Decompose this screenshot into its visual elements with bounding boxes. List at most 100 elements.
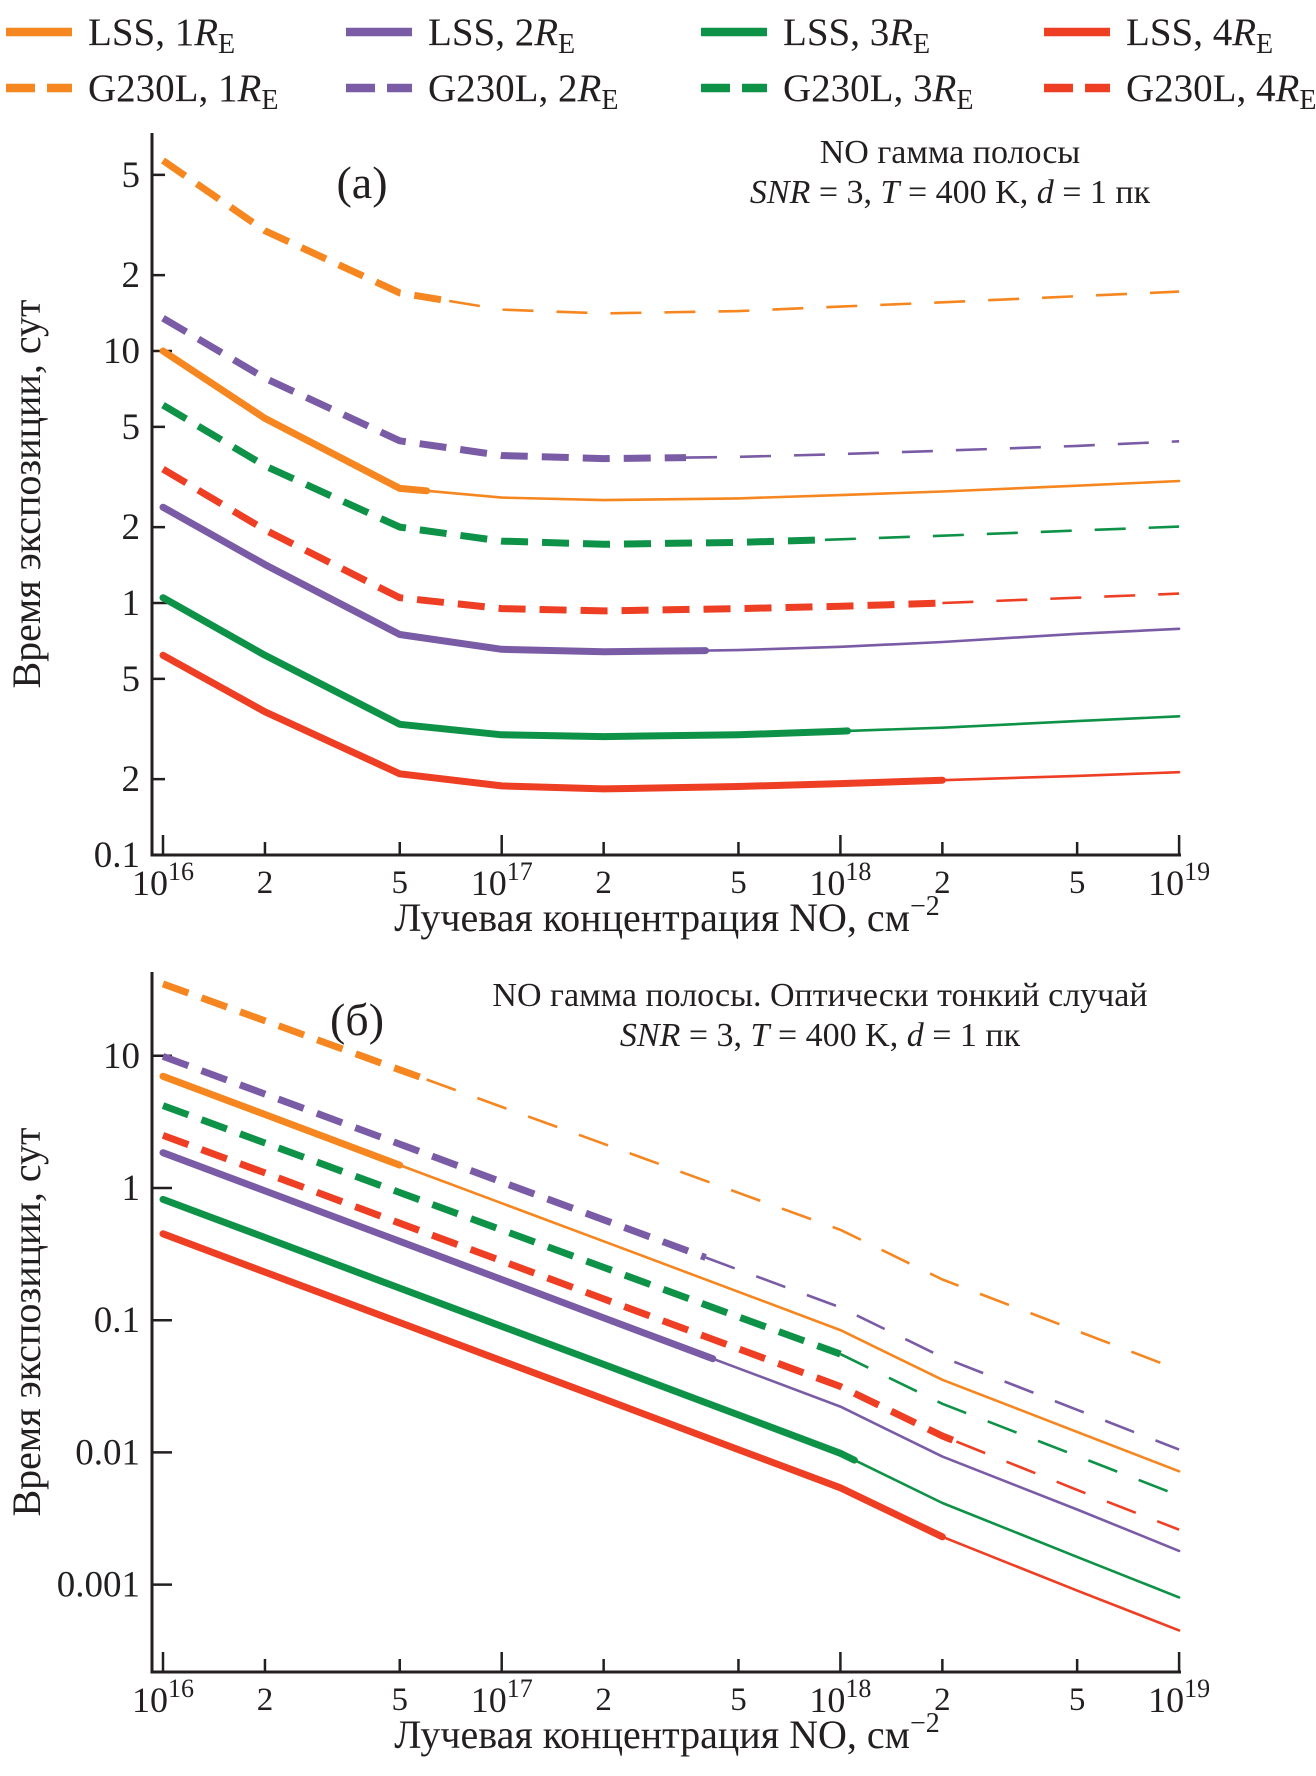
legend-item-LSS_4RE: LSS, 4RE <box>1044 11 1273 60</box>
y-tick-label: 0.1 <box>94 1300 140 1341</box>
legend-label-LSS_1RE: LSS, 1RE <box>88 11 235 60</box>
panel-subtitle: SNR = 3, T = 400 K, d = 1 пк <box>620 1017 1021 1054</box>
x-tick-label: 5 <box>730 1682 747 1718</box>
y-axis-label: Время экспозиции, сут <box>4 1127 49 1516</box>
series-G230L_3RE-thin <box>839 1352 1180 1497</box>
x-tick-label: 5 <box>391 865 408 901</box>
x-tick-label: 1016 <box>132 1674 194 1720</box>
x-axis-label: Лучевая концентрация NO, см−2 <box>394 891 939 940</box>
y-tick-label: 10 <box>103 1036 140 1077</box>
series-G230L_4RE-thin <box>942 592 1180 605</box>
series-LSS_4RE-thick <box>159 651 946 793</box>
x-tick-label: 1017 <box>471 857 533 903</box>
series-G230L_1RE-thick <box>161 980 428 1083</box>
series-G230L_3RE-thin <box>824 525 1180 542</box>
series-LSS_2RE-thin <box>704 627 1181 652</box>
series-LSS_2RE-thick <box>159 503 710 656</box>
y-tick-label: 2 <box>122 255 141 296</box>
x-tick-label: 2 <box>934 1682 951 1718</box>
legend-label-LSS_4RE: LSS, 4RE <box>1126 11 1273 60</box>
x-axis-label: Лучевая концентрация NO, см−2 <box>394 1708 939 1757</box>
legend-label-G230L_1RE: G230L, 1RE <box>88 67 278 116</box>
axes <box>150 972 1181 1674</box>
x-tick-label: 2 <box>595 1682 612 1718</box>
panel-tag: (а) <box>336 157 387 208</box>
series-G230L_2RE-thin <box>685 440 1180 459</box>
x-tick-label: 2 <box>257 865 274 901</box>
legend-label-LSS_2RE: LSS, 2RE <box>428 11 575 60</box>
series-G230L_4RE-thin <box>955 1440 1180 1531</box>
x-tick-label: 1019 <box>1148 857 1210 903</box>
series-G230L_3RE-thick <box>161 402 826 548</box>
panel-a: 1016 2 5 1017 2 5 1018 2 5 1019 0.1 2 5 1 2 5 10 2 5 Время … <box>4 133 1210 940</box>
legend-item-G230L_3RE: G230L, 3RE <box>701 67 973 116</box>
legend-item-LSS_1RE: LSS, 1RE <box>6 11 235 60</box>
series-LSS_3RE-thick <box>159 1195 858 1464</box>
series-LSS_3RE-thin <box>846 715 1181 733</box>
x-tick-label: 1019 <box>1148 1674 1210 1720</box>
legend: LSS, 1RE LSS, 2RE LSS, 3RE LSS, 4RE G230L, 1… <box>6 11 1316 116</box>
x-tick-label: 2 <box>257 1682 274 1718</box>
series-group <box>159 157 1181 793</box>
axes <box>150 133 1181 857</box>
legend-item-LSS_3RE: LSS, 3RE <box>701 11 930 60</box>
series-G230L_1RE-thick <box>161 157 450 305</box>
y-axis-label: Время экспозиции, сут <box>4 299 49 688</box>
series-LSS_2RE-thin <box>711 1357 1181 1553</box>
legend-label-G230L_4RE: G230L, 4RE <box>1126 67 1316 116</box>
panel-title: NO гамма полосы. Оптически тонкий случай <box>492 977 1147 1014</box>
x-tick-label: 1018 <box>809 857 871 903</box>
x-tick-label: 5 <box>391 1682 408 1718</box>
series-G230L_3RE-thick <box>161 1102 842 1358</box>
x-tick-label: 2 <box>934 865 951 901</box>
series-LSS_4RE-thick <box>159 1230 946 1541</box>
x-tick-label: 5 <box>730 865 747 901</box>
series-G230L_1RE-thin <box>426 1078 1180 1372</box>
y-tick-label: 0.01 <box>75 1432 140 1473</box>
y-tick-label: 5 <box>122 155 141 196</box>
series-group <box>159 980 1181 1632</box>
panel-b: 1016 2 5 1017 2 5 1018 2 5 1019 0.001 0.01 0.1 1 10 Вре… <box>4 972 1210 1757</box>
series-LSS_2RE-thick <box>159 1149 717 1363</box>
series-G230L_1RE-thin <box>448 290 1180 315</box>
legend-item-LSS_2RE: LSS, 2RE <box>346 11 575 60</box>
y-tick-label: 2 <box>122 759 141 800</box>
series-G230L_2RE-thick <box>161 315 687 463</box>
legend-label-G230L_3RE: G230L, 3RE <box>783 67 973 116</box>
legend-item-G230L_2RE: G230L, 2RE <box>346 67 618 116</box>
y-tick-label: 2 <box>122 507 141 548</box>
series-LSS_1RE-thin <box>398 1163 1181 1473</box>
series-G230L_2RE-thick <box>161 1053 707 1261</box>
x-tick-label: 1016 <box>132 857 194 903</box>
legend-item-G230L_4RE: G230L, 4RE <box>1044 67 1316 116</box>
x-tick-label: 2 <box>595 865 612 901</box>
series-G230L_4RE-thick <box>161 1132 958 1445</box>
legend-label-G230L_2RE: G230L, 2RE <box>428 67 618 116</box>
series-G230L_4RE-thick <box>161 466 943 615</box>
series-LSS_3RE-thick <box>159 594 852 741</box>
x-tick-label: 5 <box>1069 1682 1086 1718</box>
y-tick-label: 5 <box>122 407 141 448</box>
panel-subtitle: SNR = 3, T = 400 K, d = 1 пк <box>750 174 1151 211</box>
legend-label-LSS_3RE: LSS, 3RE <box>783 11 930 60</box>
y-tick-label: 0.1 <box>94 835 140 876</box>
y-tick-label: 1 <box>122 583 141 624</box>
series-LSS_1RE-thin <box>425 479 1181 502</box>
series-LSS_1RE-thick <box>159 347 431 495</box>
x-tick-label: 5 <box>1069 865 1086 901</box>
x-tick-label: 1017 <box>471 1674 533 1720</box>
panel-title: NO гамма полосы <box>820 134 1081 171</box>
series-LSS_4RE-thin <box>941 770 1181 782</box>
x-tick-label: 1018 <box>809 1674 871 1720</box>
y-tick-label: 0.001 <box>57 1565 140 1606</box>
series-LSS_1RE-thick <box>159 1072 404 1169</box>
series-LSS_4RE-thin <box>941 1535 1181 1632</box>
legend-item-G230L_1RE: G230L, 1RE <box>6 67 278 116</box>
panel-tag: (б) <box>330 994 384 1045</box>
series-G230L_2RE-thin <box>705 1256 1180 1451</box>
series-LSS_3RE-thin <box>853 1458 1181 1599</box>
y-tick-label: 1 <box>122 1168 141 1209</box>
y-tick-label: 5 <box>122 659 141 700</box>
